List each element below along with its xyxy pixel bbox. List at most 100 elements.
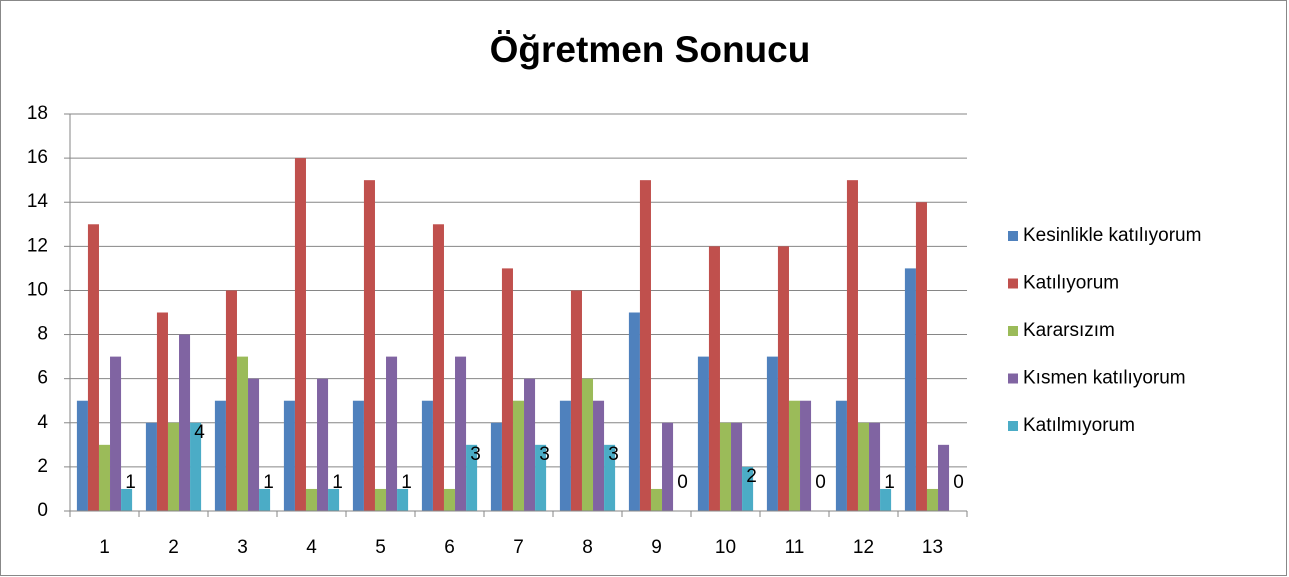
legend-label: Katılmıyorum: [1023, 415, 1135, 436]
bar: [259, 488, 271, 511]
bar: [835, 400, 847, 511]
bar: [294, 158, 306, 511]
data-label: 0: [677, 472, 688, 493]
bar: [904, 268, 916, 511]
x-tick-label: 2: [168, 537, 179, 558]
bar: [512, 400, 525, 511]
legend-marker: [1008, 231, 1018, 241]
bar: [317, 378, 329, 511]
bar: [121, 488, 133, 511]
y-tick-label: 18: [27, 103, 48, 124]
data-label: 2: [746, 466, 757, 487]
legend-label: Katılıyorum: [1023, 273, 1119, 294]
bar: [397, 488, 409, 511]
bar: [190, 422, 202, 511]
bar: [535, 444, 547, 511]
bar: [639, 180, 651, 511]
data-label: 3: [470, 444, 481, 465]
bar: [421, 400, 433, 511]
x-tick-label: 11: [785, 537, 805, 558]
bar: [236, 356, 249, 511]
y-tick-label: 0: [37, 500, 48, 521]
data-label: 0: [815, 472, 826, 493]
bar: [305, 488, 318, 511]
legend-marker: [1008, 278, 1018, 289]
bar: [386, 356, 398, 511]
bar: [719, 422, 732, 511]
bar: [938, 444, 950, 511]
x-tick-label: 6: [444, 537, 455, 558]
y-tick-label: 6: [37, 368, 48, 389]
x-tick-label: 10: [715, 537, 736, 558]
data-label: 1: [125, 472, 136, 493]
bar: [283, 400, 295, 511]
bar: [466, 444, 478, 511]
x-tick-label: 9: [651, 537, 662, 558]
bar: [604, 444, 616, 511]
bar: [363, 180, 375, 511]
bar: [76, 400, 88, 511]
bar: [432, 224, 444, 511]
data-label: 1: [332, 472, 343, 493]
bar: [87, 224, 99, 511]
legend-label: Kesinlikle katılıyorum: [1023, 225, 1201, 246]
bar: [501, 268, 513, 511]
y-tick-label: 14: [27, 191, 49, 212]
bar: [352, 400, 364, 511]
bar: [708, 246, 720, 512]
bar: [374, 488, 387, 511]
x-tick-label: 12: [853, 537, 874, 558]
bar: [742, 466, 754, 511]
bar: [777, 246, 789, 512]
bar: [328, 488, 340, 511]
x-tick-label: 7: [513, 537, 524, 558]
x-tick-label: 4: [306, 537, 317, 558]
bar: [650, 488, 663, 511]
chart-title: Öğretmen Sonucu: [490, 29, 811, 70]
bar: [926, 488, 939, 511]
y-tick-label: 8: [37, 324, 48, 345]
bar: [800, 400, 812, 511]
bar: [628, 312, 640, 511]
x-tick-label: 5: [375, 537, 386, 558]
y-tick-label: 12: [27, 235, 48, 256]
x-tick-label: 1: [99, 537, 110, 558]
bar: [524, 378, 536, 511]
y-tick-label: 10: [27, 279, 48, 300]
bar: [869, 422, 881, 511]
bar: [225, 290, 237, 511]
y-tick-label: 4: [37, 412, 48, 433]
data-label: 1: [401, 472, 412, 493]
bar: [110, 356, 122, 511]
y-tick-label: 16: [27, 147, 48, 168]
x-tick-label: 13: [922, 537, 943, 558]
bar: [662, 422, 674, 511]
data-label: 1: [884, 472, 895, 493]
data-label: 4: [194, 422, 205, 443]
bar: [880, 488, 892, 511]
data-label: 0: [953, 472, 964, 493]
bar: [731, 422, 743, 511]
bar: [581, 378, 594, 511]
bar: [857, 422, 870, 511]
bar: [214, 400, 226, 511]
bar: [559, 400, 571, 511]
legend-label: Kısmen katılıyorum: [1023, 368, 1186, 389]
bar: [156, 312, 168, 511]
bar: [915, 202, 927, 511]
x-tick-label: 8: [582, 537, 593, 558]
y-tick-label: 2: [37, 456, 48, 477]
legend-marker: [1008, 373, 1018, 384]
legend-marker: [1008, 326, 1018, 336]
bar: [593, 400, 605, 511]
bar: [145, 422, 157, 511]
legend-marker: [1008, 421, 1018, 431]
bar: [490, 422, 502, 511]
legend-label: Kararsızım: [1023, 320, 1115, 341]
bar: [179, 334, 191, 511]
bar: [443, 488, 456, 511]
bar: [570, 290, 582, 511]
bar: [846, 180, 858, 511]
bar: [248, 378, 260, 511]
